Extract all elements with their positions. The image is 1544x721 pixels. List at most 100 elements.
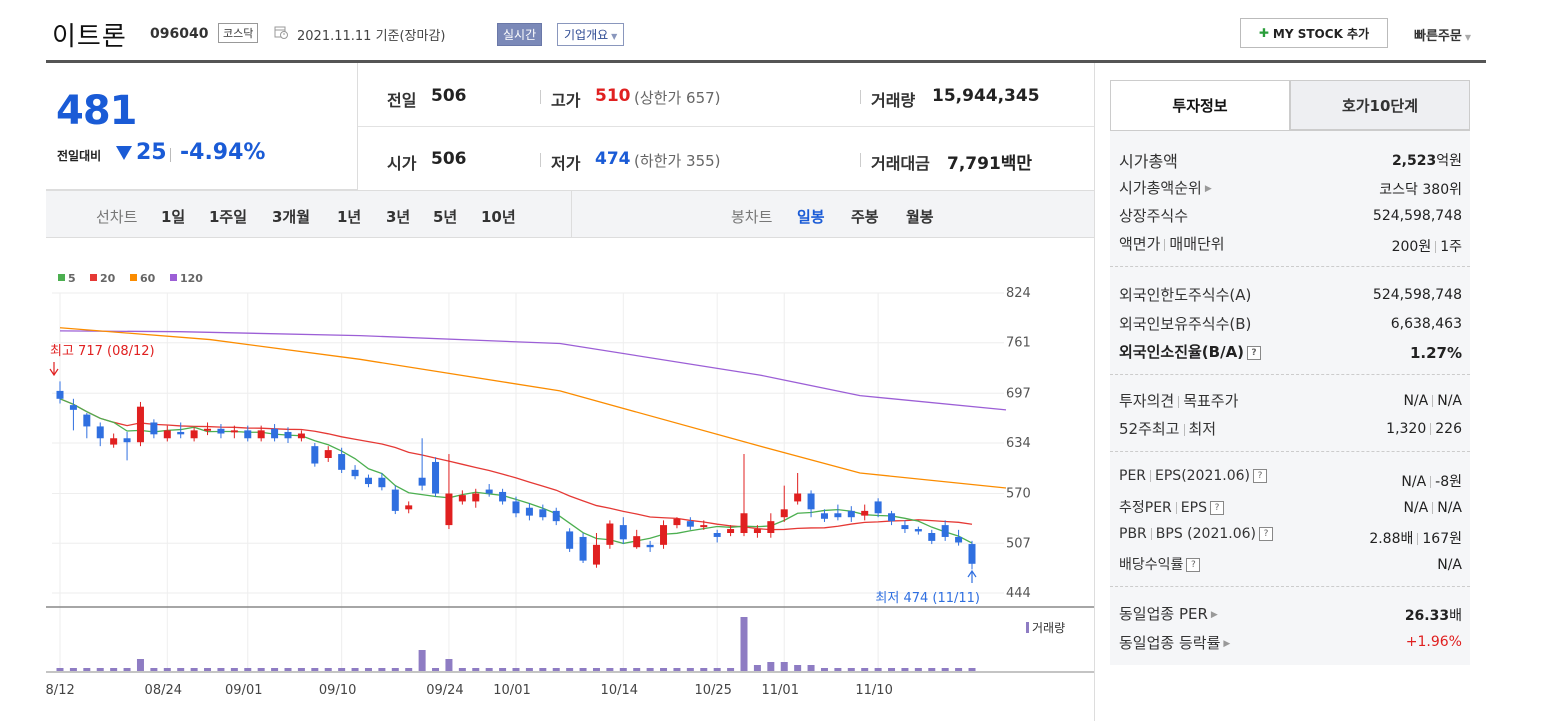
volume-bar	[512, 668, 520, 671]
sector-per-label[interactable]: 동일업종 PER ▶	[1119, 603, 1218, 624]
sector-rate-label[interactable]: 동일업종 등락률 ▶	[1119, 632, 1230, 653]
period-10y[interactable]: 10년	[481, 208, 516, 226]
target-value: N/A	[1437, 393, 1462, 409]
volume-bar	[955, 668, 963, 671]
period-1d[interactable]: 1일	[161, 208, 186, 226]
arrow-right-icon: ▶	[1204, 183, 1212, 194]
market-cap-value: 2,523억원	[1392, 150, 1462, 170]
market-cap-rank-label[interactable]: 시가총액순위 ▶	[1119, 177, 1212, 198]
legend-swatch	[90, 274, 97, 281]
volume-bar	[284, 668, 292, 671]
candle-body	[391, 489, 399, 511]
candle-monthly[interactable]: 월봉	[906, 208, 934, 226]
sector-rate-value: +1.96%	[1405, 634, 1462, 650]
est-per-value: N/A	[1403, 500, 1429, 516]
candle-body	[499, 491, 507, 502]
divider	[571, 191, 572, 237]
legend-label: 20	[100, 272, 116, 285]
volume-bar	[163, 668, 171, 671]
candle-body	[780, 509, 788, 518]
right-tabs: 투자정보 호가10단계	[1110, 80, 1470, 130]
quick-order-dropdown[interactable]: 빠른주문 ▼	[1414, 25, 1471, 44]
candle-body	[405, 505, 413, 510]
open-label: 시가	[387, 154, 417, 173]
period-3m[interactable]: 3개월	[272, 208, 311, 226]
volume-bar	[96, 668, 104, 671]
est-per-label: 추정PER	[1119, 500, 1172, 516]
tab-hoga-10[interactable]: 호가10단계	[1290, 80, 1470, 130]
candle-body	[767, 521, 775, 533]
legend-label: 5	[68, 272, 76, 285]
help-icon[interactable]: ?	[1209, 501, 1224, 515]
volume-bar	[552, 668, 560, 671]
face-value: 200원	[1391, 239, 1432, 255]
y-tick-label: 761	[1006, 336, 1031, 351]
volume-bar	[351, 668, 359, 671]
divider	[1094, 63, 1095, 721]
period-3y[interactable]: 3년	[386, 208, 411, 226]
volume-bar	[727, 668, 735, 671]
candle-body	[123, 438, 131, 443]
market-cap-label: 시가총액	[1119, 152, 1178, 171]
candle-weekly[interactable]: 주봉	[851, 208, 879, 226]
candle-body	[794, 493, 802, 502]
realtime-button[interactable]: 실시간	[497, 23, 543, 46]
candle-body	[646, 544, 654, 548]
add-mystock-button[interactable]: ✚ MY STOCK 추가	[1240, 18, 1388, 48]
volume-bar	[686, 668, 694, 671]
help-icon[interactable]: ?	[1186, 558, 1201, 572]
invest-info-panel	[1110, 130, 1470, 665]
week52-high-value: 1,320	[1386, 421, 1427, 437]
divider	[358, 126, 1095, 127]
week52-value: 1,320 226	[1386, 421, 1462, 437]
candle-body	[150, 422, 158, 435]
candle-body	[700, 525, 708, 528]
base-date: 2021.11.11 기준(장마감)	[297, 29, 446, 44]
sector-per-unit: 배	[1449, 608, 1462, 624]
help-icon[interactable]: ?	[1247, 345, 1262, 360]
price-box	[46, 63, 358, 190]
calendar-clock-icon	[274, 26, 288, 39]
x-tick-label: 10/01	[493, 683, 530, 698]
eps-label: EPS(2021.06)	[1155, 468, 1251, 484]
legend-label: 60	[140, 272, 156, 285]
line-chart-label: 선차트	[96, 208, 138, 226]
y-tick-label: 697	[1006, 386, 1031, 401]
volume-bar	[794, 665, 802, 671]
volume-label: 거래량	[1032, 621, 1065, 635]
volume-bar	[472, 668, 480, 671]
company-overview-dropdown[interactable]: 기업개요 ▼	[557, 23, 625, 46]
period-1w[interactable]: 1주일	[209, 208, 248, 226]
divider	[1150, 528, 1152, 540]
candle-body	[364, 477, 372, 485]
candle-body	[177, 431, 185, 435]
tab-invest-info[interactable]: 투자정보	[1110, 80, 1290, 130]
face-trade-label: 액면가 매매단위	[1119, 233, 1225, 254]
divider	[540, 153, 541, 167]
x-tick-label: 09/01	[225, 683, 262, 698]
volume-bar	[405, 668, 413, 671]
opinion-target-label: 투자의견 목표주가	[1119, 390, 1238, 411]
change-rate: -4.94%	[180, 140, 266, 165]
candle-body	[338, 454, 346, 470]
stock-chart[interactable]: 5 20 60 120 824 761 697 634 570 507 444 08/12 08/24 0…	[46, 238, 1094, 721]
help-icon[interactable]: ?	[1253, 469, 1268, 483]
bps-value: 167원	[1422, 531, 1462, 547]
arrow-right-icon: ▶	[1210, 609, 1218, 620]
divider	[1110, 266, 1470, 267]
candle-body	[96, 426, 104, 439]
candle-body	[753, 529, 761, 533]
pbr-bps-value: 2.88배 167원	[1369, 528, 1462, 548]
help-icon[interactable]: ?	[1258, 527, 1273, 541]
legend-label: 120	[180, 272, 203, 285]
y-tick-label: 634	[1006, 436, 1031, 451]
period-5y[interactable]: 5년	[433, 208, 458, 226]
candle-body	[606, 523, 614, 545]
candle-body	[485, 489, 493, 494]
volume-bar	[458, 668, 466, 671]
candle-body	[928, 533, 936, 541]
candle-body	[271, 428, 279, 439]
candle-daily[interactable]: 일봉	[797, 208, 825, 226]
opinion-label: 투자의견	[1119, 392, 1175, 410]
period-1y[interactable]: 1년	[337, 208, 362, 226]
